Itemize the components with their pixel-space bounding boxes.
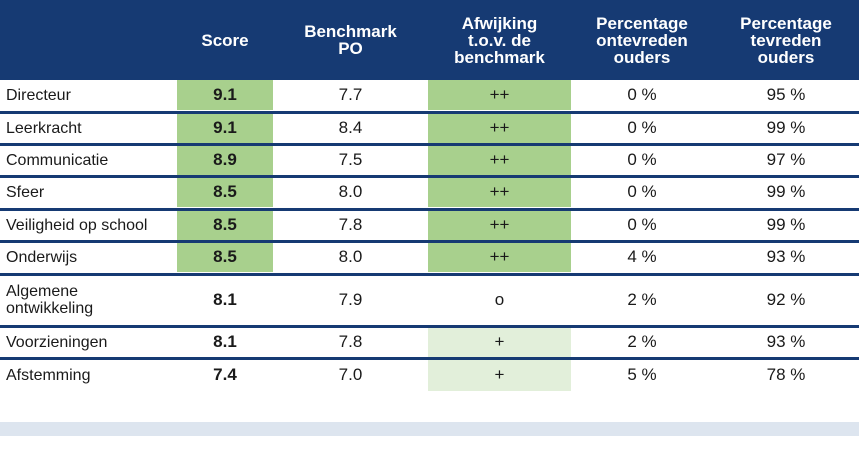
benchmark-cell: 7.7 xyxy=(338,85,363,104)
row-label: Sfeer xyxy=(6,183,45,201)
row-divider xyxy=(0,357,859,360)
satisfied-cell: 99 % xyxy=(766,182,806,201)
unsatisfied-cell: 2 % xyxy=(627,332,657,351)
benchmark-cell: 8.4 xyxy=(338,118,363,137)
column-header-5: Percentage tevreden ouders xyxy=(740,13,832,67)
table-header: Score Benchmark PO Afwijking t.o.v. de ben… xyxy=(0,0,859,80)
deviation-cell: ++ xyxy=(428,177,571,207)
deviation-cell: ++ xyxy=(428,210,571,240)
score-cell: 8.5 xyxy=(177,177,273,207)
score-cell: 9.1 xyxy=(177,80,273,110)
deviation-cell: + xyxy=(428,327,571,357)
row-divider xyxy=(0,175,859,178)
satisfied-cell: 95 % xyxy=(766,85,806,104)
benchmark-cell: 7.8 xyxy=(338,332,363,351)
row-label: Communicatie xyxy=(6,151,109,169)
unsatisfied-cell: 0 % xyxy=(627,215,657,234)
benchmark-cell: 7.0 xyxy=(338,365,363,384)
table-row: Leerkracht 9.1 8.4 ++ 0 % 99 % xyxy=(0,113,859,143)
row-divider xyxy=(0,208,859,211)
satisfied-cell: 78 % xyxy=(766,365,806,384)
row-divider xyxy=(0,325,859,328)
deviation-cell: ++ xyxy=(428,80,571,110)
column-header-4: Percentage ontevreden ouders xyxy=(596,13,688,67)
benchmark-cell: 7.5 xyxy=(338,150,363,169)
row-label: Veiligheid op school xyxy=(6,216,148,234)
table-row: Sfeer 8.5 8.0 ++ 0 % 99 % xyxy=(0,177,859,207)
unsatisfied-cell: 0 % xyxy=(627,118,657,137)
table-row: Directeur 9.1 7.7 ++ 0 % 95 % xyxy=(0,80,859,110)
benchmark-cell: 7.9 xyxy=(338,290,363,309)
column-header-2: Benchmark PO xyxy=(304,22,397,58)
satisfied-cell: 99 % xyxy=(766,118,806,137)
row-label: Voorzieningen xyxy=(6,333,108,351)
unsatisfied-cell: 0 % xyxy=(627,85,657,104)
unsatisfied-cell: 0 % xyxy=(627,150,657,169)
row-label: Afstemming xyxy=(6,366,91,384)
row-label: Onderwijs xyxy=(6,248,78,266)
row-divider xyxy=(0,273,859,276)
row-label: Leerkracht xyxy=(6,119,82,137)
row-label: Directeur xyxy=(6,86,71,104)
row-divider xyxy=(0,111,859,114)
table-row: Communicatie 8.9 7.5 ++ 0 % 97 % xyxy=(0,145,859,175)
benchmark-cell: 8.0 xyxy=(338,247,363,266)
deviation-cell: ++ xyxy=(428,242,571,272)
score-cell: 8.1 xyxy=(213,332,237,351)
satisfied-cell: 93 % xyxy=(766,332,806,351)
row-divider xyxy=(0,240,859,243)
deviation-cell: ++ xyxy=(428,113,571,143)
score-cell: 8.1 xyxy=(213,290,237,309)
table-row: Onderwijs 8.5 8.0 ++ 4 % 93 % xyxy=(0,242,859,272)
column-header-1: Score xyxy=(201,30,249,50)
row-label: Algemene ontwikkeling xyxy=(6,283,94,317)
column-header-3: Afwijking t.o.v. de benchmark xyxy=(454,13,545,67)
table-row: Veiligheid op school 8.5 7.8 ++ 0 % 99 % xyxy=(0,210,859,240)
deviation-cell: ++ xyxy=(428,145,571,175)
score-cell: 9.1 xyxy=(177,113,273,143)
footer-band xyxy=(0,422,859,436)
satisfied-cell: 97 % xyxy=(766,150,806,169)
score-cell: 8.9 xyxy=(177,145,273,175)
table-row: Afstemming 7.4 7.0 +5 % 78 % xyxy=(0,359,859,391)
deviation-cell: o xyxy=(494,290,505,309)
score-cell: 8.5 xyxy=(177,242,273,272)
unsatisfied-cell: 4 % xyxy=(627,247,657,266)
unsatisfied-cell: 0 % xyxy=(627,182,657,201)
benchmark-cell: 8.0 xyxy=(338,182,363,201)
benchmark-cell: 7.8 xyxy=(338,215,363,234)
table-row: Algemene ontwikkeling 8.1 7.9 o 2 % 92 % xyxy=(0,275,859,325)
unsatisfied-cell: 5 % xyxy=(627,365,657,384)
satisfied-cell: 93 % xyxy=(766,247,806,266)
deviation-cell: + xyxy=(428,359,571,391)
satisfied-cell: 92 % xyxy=(766,290,806,309)
row-divider xyxy=(0,143,859,146)
table-row: Voorzieningen 8.1 7.8 +2 % 93 % xyxy=(0,327,859,357)
satisfied-cell: 99 % xyxy=(766,215,806,234)
unsatisfied-cell: 2 % xyxy=(627,290,657,309)
score-cell: 8.5 xyxy=(177,210,273,240)
score-cell: 7.4 xyxy=(213,365,237,384)
